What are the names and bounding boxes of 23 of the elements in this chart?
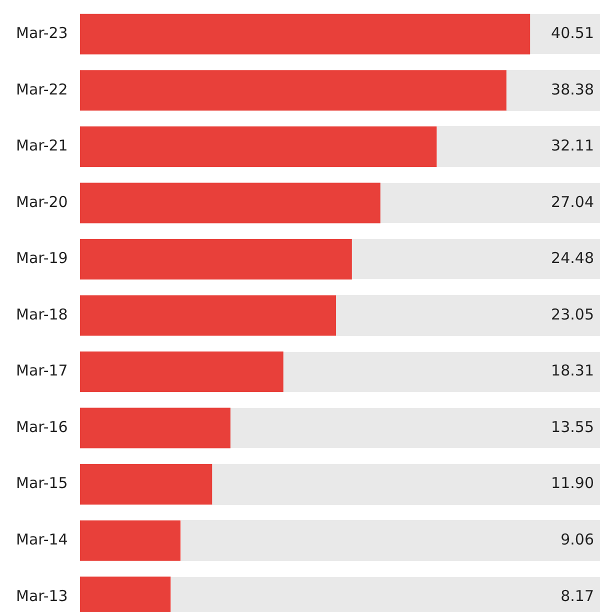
data-label: 38.38: [551, 80, 594, 98]
y-tick-label: Mar-14: [16, 530, 68, 548]
y-tick-label: Mar-19: [16, 249, 68, 268]
data-label: 23.05: [551, 305, 594, 324]
y-tick-label: Mar-20: [16, 192, 68, 211]
data-label: 32.11: [551, 136, 594, 155]
data-label: 13.55: [551, 418, 594, 436]
y-tick-label: Mar-21: [16, 136, 68, 155]
y-tick-label: Mar-15: [16, 474, 68, 492]
y-tick-label: Mar-13: [16, 586, 68, 605]
data-label: 27.04: [551, 192, 594, 211]
data-label: 8.17: [560, 586, 594, 605]
bar: [80, 520, 181, 561]
data-label: 18.31: [551, 362, 594, 380]
y-tick-label: Mar-16: [16, 418, 68, 436]
data-label: 11.90: [551, 474, 594, 492]
data-label: 24.48: [551, 249, 594, 268]
y-tick-label: Mar-22: [16, 80, 68, 98]
y-tick-label: Mar-18: [16, 305, 68, 324]
data-label: 40.51: [551, 24, 594, 42]
y-tick-label: Mar-23: [16, 24, 68, 42]
y-tick-label: Mar-17: [16, 362, 68, 380]
data-label: 9.06: [560, 530, 594, 548]
